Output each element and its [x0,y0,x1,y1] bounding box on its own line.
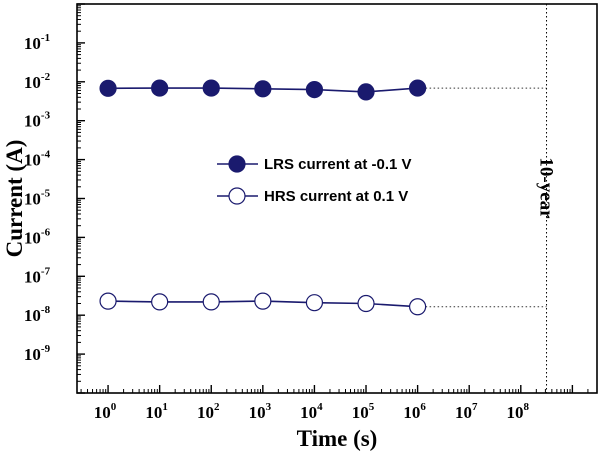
data-point [305,81,324,99]
x-tick-label: 107 [455,401,478,422]
x-tick-label: 104 [300,401,323,422]
x-tick-label: 106 [403,401,426,422]
data-point [409,79,427,97]
data-point [254,80,272,98]
x-tick-label: 102 [197,401,220,422]
data-point [254,292,272,310]
x-tick-label: 103 [249,401,272,422]
y-tick-label: 10-2 [24,71,51,92]
data-point [151,79,169,97]
data-series [99,79,427,316]
y-tick-label: 10-3 [24,110,51,131]
data-point [99,292,117,310]
legend-hrs-marker [228,187,246,205]
legend-lrs-marker [228,155,246,173]
x-axis-ticks: 100 101 102 103 104 105 106 107 108 [80,385,598,422]
data-point [409,298,427,316]
x-tick-label: 105 [352,401,375,422]
data-point [202,293,220,311]
y-tick-label: 10-5 [24,188,51,209]
x-tick-label: 100 [94,401,117,422]
data-point [202,79,220,97]
y-tick-label: 10-4 [24,149,51,170]
x-axis-title: Time (s) [297,426,378,451]
y-tick-label: 10-1 [24,32,50,53]
y-tick-label: 10-8 [24,304,51,325]
legend-entry-lrs: LRS current at -0.1 V [217,155,412,173]
y-axis-title: Current (A) [2,140,27,258]
data-point [99,79,117,97]
ten-year-label: 10-year [536,157,557,219]
y-tick-label: 10-9 [24,343,51,364]
x-tick-label: 101 [145,401,168,422]
legend-hrs-label: HRS current at 0.1 V [264,188,408,205]
y-tick-label: 10-6 [24,226,51,247]
data-point [151,293,169,311]
data-point [357,294,375,313]
extrapolation-lines [417,87,547,308]
x-tick-label: 108 [507,401,530,422]
legend-entry-hrs: HRS current at 0.1 V [217,187,408,205]
y-tick-label: 10-7 [24,265,51,286]
data-point [305,294,324,312]
y-axis-ticks: 10-9 10-8 10-7 10-6 10-5 10-4 10-3 10-2 10-1 [24,3,85,394]
data-point [357,83,375,101]
legend-lrs-label: LRS current at -0.1 V [264,156,412,173]
legend: LRS current at -0.1 V HRS current at 0.1… [217,155,412,205]
